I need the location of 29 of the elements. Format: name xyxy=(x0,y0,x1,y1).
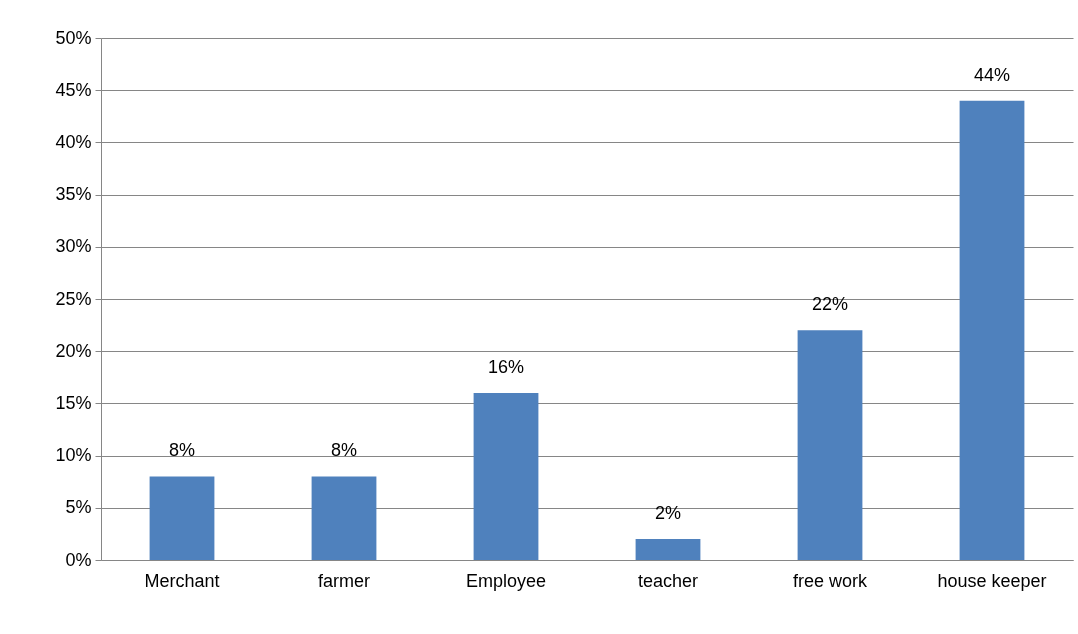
x-tick-label: free work xyxy=(792,570,869,591)
data-label: 2% xyxy=(654,503,682,524)
data-label: 44% xyxy=(973,64,1011,85)
x-tick-label: house keeper xyxy=(937,570,1047,591)
data-label: 22% xyxy=(811,294,849,315)
y-tick-label: 20% xyxy=(55,340,92,361)
bar xyxy=(473,392,539,560)
y-tick-label: 0% xyxy=(65,549,92,570)
x-tick-label: Merchant xyxy=(144,570,220,591)
y-tick-label: 45% xyxy=(55,79,92,100)
x-tick-label: Employee xyxy=(465,570,547,591)
x-tick-label: teacher xyxy=(637,570,699,591)
data-label: 8% xyxy=(168,440,196,461)
y-tick-label: 50% xyxy=(55,27,92,48)
y-tick-label: 40% xyxy=(55,131,92,152)
bar xyxy=(311,476,377,560)
bar xyxy=(797,330,863,560)
bar xyxy=(959,100,1025,560)
x-tick-label: farmer xyxy=(317,570,371,591)
y-tick-label: 10% xyxy=(55,445,92,466)
y-tick-label: 15% xyxy=(55,392,92,413)
bar xyxy=(149,476,215,560)
y-tick-label: 30% xyxy=(55,236,92,257)
data-label: 8% xyxy=(330,440,358,461)
y-tick-label: 25% xyxy=(55,288,92,309)
y-tick-label: 35% xyxy=(55,184,92,205)
y-tick-label: 5% xyxy=(65,497,92,518)
bar xyxy=(635,539,701,560)
data-label: 16% xyxy=(487,356,525,377)
